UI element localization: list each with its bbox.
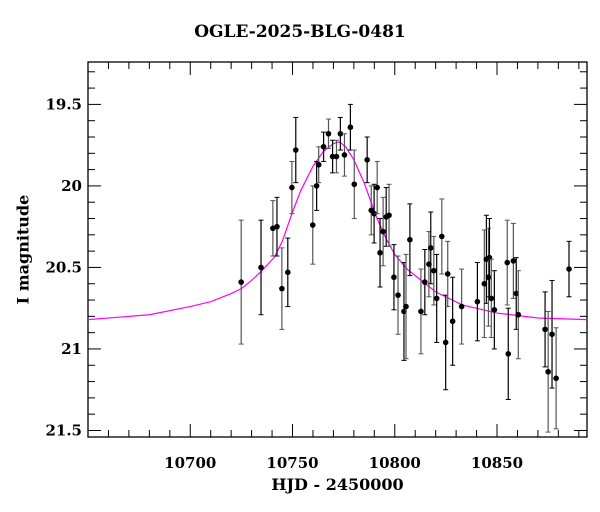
data-point: [333, 153, 340, 160]
data-point: [377, 249, 383, 256]
data-point: [444, 271, 451, 277]
x-tick-label: 10750: [266, 454, 318, 472]
data-point: [438, 233, 445, 240]
data-point: [374, 184, 380, 191]
data-point: [553, 375, 559, 382]
data-point: [279, 285, 285, 292]
data-point: [329, 153, 336, 160]
data-point: [549, 331, 555, 338]
y-tick-label: 20: [61, 177, 82, 195]
data-point: [380, 228, 386, 235]
data-point: [386, 212, 392, 219]
data-point: [274, 223, 280, 230]
data-point: [427, 245, 434, 251]
data-point: [289, 184, 295, 191]
y-axis-label: I magnitude: [13, 194, 33, 305]
data-point: [542, 326, 548, 333]
data-point: [491, 307, 498, 313]
data-point: [515, 311, 522, 318]
y-tick-label: 20.5: [45, 258, 82, 276]
y-tick-label: 21: [61, 340, 82, 358]
data-point: [485, 274, 492, 281]
data-point: [315, 161, 322, 168]
data-point: [320, 143, 327, 150]
data-point: [337, 130, 344, 137]
data-point: [449, 318, 456, 325]
data-point: [504, 259, 511, 266]
chart-title: OGLE-2025-BLG-0481: [194, 22, 406, 42]
data-point: [309, 222, 316, 228]
data-point: [401, 308, 407, 315]
data-point: [481, 280, 488, 287]
y-tick-label: 21.5: [45, 421, 82, 439]
data-point: [403, 303, 409, 310]
data-point: [341, 152, 348, 158]
y-tick-label: 19.5: [45, 95, 82, 113]
data-point: [488, 295, 495, 302]
model-curve: [87, 141, 588, 321]
data-point: [442, 339, 449, 346]
data-point: [313, 183, 320, 189]
data-point: [371, 210, 377, 217]
data-point: [258, 264, 264, 271]
data-point: [458, 303, 465, 310]
data-point: [351, 181, 358, 188]
data-point: [285, 269, 291, 276]
data-point: [347, 124, 354, 131]
x-axis-label: HJD - 2450000: [271, 475, 404, 494]
data-point: [422, 279, 428, 285]
x-tick-label: 10700: [164, 454, 216, 472]
data-point: [545, 368, 551, 375]
data-point: [292, 147, 299, 153]
data-point: [513, 290, 520, 297]
data-point: [364, 157, 370, 163]
x-tick-label: 10850: [471, 454, 523, 472]
data-point: [505, 351, 512, 357]
data-point: [566, 266, 572, 272]
plot-frame: [87, 61, 588, 438]
data-point: [474, 298, 481, 305]
data-point: [325, 130, 332, 137]
data-point: [395, 292, 401, 298]
data-point: [391, 274, 397, 281]
data-point: [418, 308, 424, 315]
data-point: [238, 279, 244, 285]
x-tick-label: 10800: [369, 454, 421, 472]
data-point: [431, 267, 437, 274]
data-point: [433, 295, 440, 302]
data-point: [407, 236, 413, 243]
data-point: [510, 258, 517, 264]
